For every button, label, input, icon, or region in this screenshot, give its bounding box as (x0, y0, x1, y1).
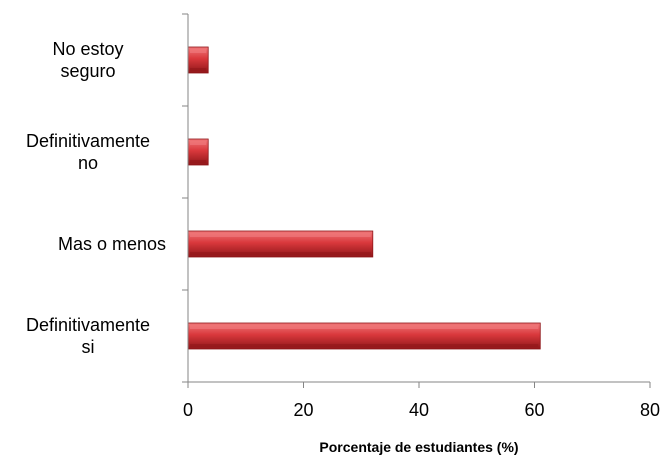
x-tick-label: 20 (293, 400, 313, 420)
bar-bevel-highlight (190, 233, 371, 237)
bars-group (187, 46, 541, 350)
bar-bevel-shadow (190, 68, 207, 71)
bar-bevel-shadow (190, 160, 207, 163)
plot-area: No estoy seguro Definitivamente no Mas o men… (26, 13, 660, 420)
category-label: Definitivamente no (26, 131, 150, 173)
bar-bevel-highlight (190, 325, 539, 329)
bar (187, 230, 374, 258)
axes-group (182, 13, 651, 388)
bar (187, 138, 209, 166)
bar-bevel-highlight (190, 49, 207, 53)
category-label: Definitivamente si (26, 315, 150, 357)
bar-bevel-shadow (190, 344, 539, 347)
x-tick-label: 40 (409, 400, 429, 420)
category-labels: No estoy seguro Definitivamente no Mas o men… (26, 39, 166, 357)
x-tick-label: 0 (183, 400, 193, 420)
bar (187, 322, 541, 350)
category-label: Mas o menos (58, 234, 166, 254)
category-label: No estoy seguro (52, 39, 123, 81)
x-tick-label: 60 (524, 400, 544, 420)
bar (187, 46, 209, 74)
bar-bevel-highlight (190, 141, 207, 145)
x-axis-title: Porcentaje de estudiantes (%) (319, 439, 518, 455)
x-tick-label: 80 (640, 400, 660, 420)
bar-bevel-shadow (190, 252, 371, 255)
x-tick-labels: 0 20 40 60 80 (183, 400, 660, 420)
